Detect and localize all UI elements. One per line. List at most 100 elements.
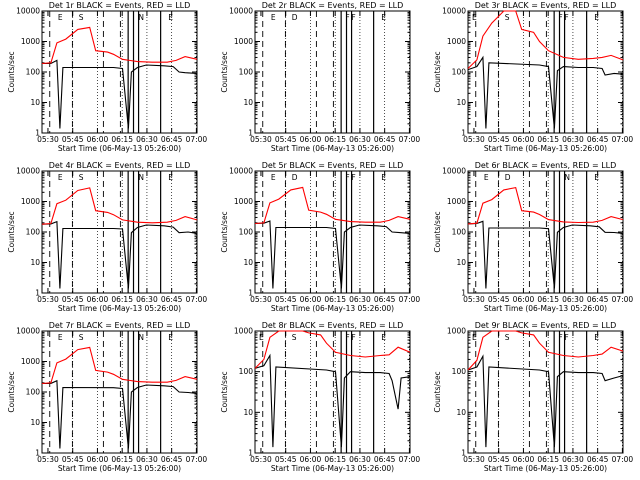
y-tick-label: 1000 — [21, 357, 40, 366]
lld-rate-line — [254, 330, 411, 369]
state-marker-label: N — [138, 13, 144, 22]
y-tick-label: 10000 — [229, 7, 253, 16]
x-tick-label: 06:00 — [87, 135, 109, 144]
state-marker-label: E — [58, 13, 63, 22]
y-tick-label: 10 — [456, 408, 466, 417]
y-tick-label: 100 — [239, 367, 254, 376]
y-tick-label: 10 — [243, 258, 253, 267]
state-marker-label: N — [564, 173, 570, 182]
y-tick-label: 10000 — [16, 167, 40, 176]
panel-title: Det 9r BLACK = Events, RED = LLD — [475, 321, 617, 330]
detector-panel: Det 9r BLACK = Events, RED = LLD 1 10 100 10… — [426, 320, 639, 480]
x-tick-label: 06:30 — [136, 135, 158, 144]
x-tick-label: 06:30 — [349, 295, 371, 304]
x-tick-label: 06:45 — [587, 455, 609, 464]
state-marker-label: E — [484, 173, 489, 182]
state-marker-label: F — [558, 333, 562, 342]
y-tick-label: 100 — [239, 68, 254, 77]
y-tick-label: 100 — [26, 68, 41, 77]
x-tick-label: 06:15 — [324, 295, 346, 304]
panel-title: Det 2r BLACK = Events, RED = LLD — [262, 1, 404, 10]
x-tick-label: 05:45 — [275, 295, 297, 304]
y-tick-label: 1 — [461, 289, 466, 298]
panel-chart: Det 1r BLACK = Events, RED = LLD 1 10 100 10… — [7, 1, 208, 153]
state-marker-label: E — [271, 173, 276, 182]
x-tick-label: 06:15 — [324, 135, 346, 144]
state-marker-label: E — [271, 13, 276, 22]
state-marker-label: E — [381, 13, 386, 22]
x-tick-label: 06:00 — [513, 135, 535, 144]
y-tick-label: 1 — [35, 289, 40, 298]
detector-panel: Det 2r BLACK = Events, RED = LLD 1 10 100 10… — [213, 0, 426, 160]
events-rate-line — [42, 59, 198, 129]
state-marker-label: F — [558, 13, 562, 22]
y-axis-label: Counts/sec — [433, 51, 442, 92]
events-rate-line — [467, 220, 624, 289]
detector-panel: Det 3r BLACK = Events, RED = LLD 1 10 100 10… — [426, 0, 639, 160]
y-tick-label: 10 — [30, 98, 40, 107]
panel-chart: Det 8r BLACK = Events, RED = LLD 1 10 100 10… — [220, 321, 421, 473]
y-axis-label: Counts/sec — [7, 51, 16, 92]
y-axis-label: Counts/sec — [220, 51, 229, 92]
x-tick-label: 06:00 — [300, 455, 322, 464]
plot-frame — [41, 170, 198, 294]
panel-chart: Det 9r BLACK = Events, RED = LLD 1 10 100 10… — [433, 321, 633, 473]
state-marker-label: F — [345, 173, 349, 182]
state-marker-label: E — [472, 13, 477, 22]
x-axis-label: Start Time (06-May-13 05:26:00) — [58, 464, 181, 473]
state-marker-label: F — [351, 173, 355, 182]
x-axis-label: Start Time (06-May-13 05:26:00) — [58, 304, 181, 313]
x-tick-label: 07:00 — [399, 135, 421, 144]
y-tick-label: 10 — [456, 258, 466, 267]
panel-title: Det 6r BLACK = Events, RED = LLD — [475, 161, 617, 170]
panel-chart: Det 4r BLACK = Events, RED = LLD 1 10 100 10… — [7, 161, 207, 313]
y-tick-label: 1000 — [447, 197, 466, 206]
x-tick-label: 05:30 — [37, 295, 59, 304]
state-marker-label: S — [79, 173, 84, 182]
state-marker-label: N — [138, 173, 144, 182]
lld-rate-line — [467, 10, 624, 69]
panel-chart: Det 2r BLACK = Events, RED = LLD 1 10 100 10… — [220, 1, 421, 153]
x-tick-label: 06:30 — [349, 135, 371, 144]
state-marker-label: E — [168, 173, 173, 182]
plot-frame — [254, 170, 411, 294]
y-axis-label: Counts/sec — [7, 371, 16, 412]
x-tick-label: 05:45 — [62, 295, 84, 304]
y-tick-label: 100 — [452, 68, 467, 77]
x-tick-label: 06:30 — [136, 295, 158, 304]
x-tick-label: 05:30 — [463, 295, 485, 304]
x-tick-label: 07:00 — [186, 455, 208, 464]
events-rate-line — [41, 220, 198, 289]
y-tick-label: 1 — [248, 129, 253, 138]
x-tick-label: 06:15 — [324, 455, 346, 464]
state-marker-label: E — [58, 173, 63, 182]
x-tick-label: 06:15 — [537, 455, 559, 464]
state-marker-label: E — [168, 333, 173, 342]
panel-chart: Det 6r BLACK = Events, RED = LLD 1 10 100 10… — [433, 161, 633, 313]
x-tick-label: 06:30 — [562, 455, 584, 464]
x-tick-label: 06:00 — [513, 455, 535, 464]
x-tick-label: 05:45 — [488, 295, 510, 304]
y-tick-label: 10 — [243, 98, 253, 107]
state-marker-label: E — [594, 333, 599, 342]
events-rate-line — [467, 55, 624, 129]
x-axis-label: Start Time (06-May-13 05:26:00) — [484, 304, 607, 313]
state-marker-label: S — [292, 333, 297, 342]
x-tick-label: 07:00 — [612, 135, 634, 144]
state-marker-label: S — [79, 333, 84, 342]
x-tick-label: 06:30 — [562, 135, 584, 144]
y-tick-label: 1000 — [447, 327, 466, 336]
x-tick-label: 06:30 — [136, 455, 158, 464]
plot-frame — [467, 10, 624, 134]
x-tick-label: 05:45 — [488, 135, 510, 144]
plot-frame — [467, 330, 624, 454]
x-tick-label: 07:00 — [399, 455, 421, 464]
panel-title: Det 4r BLACK = Events, RED = LLD — [49, 161, 191, 170]
state-marker-label: F — [345, 333, 349, 342]
x-tick-label: 07:00 — [186, 135, 208, 144]
y-tick-label: 10 — [456, 98, 466, 107]
y-tick-label: 10000 — [442, 167, 466, 176]
lld-rate-line — [467, 186, 624, 225]
panel-title: Det 1r BLACK = Events, RED = LLD — [49, 1, 191, 10]
